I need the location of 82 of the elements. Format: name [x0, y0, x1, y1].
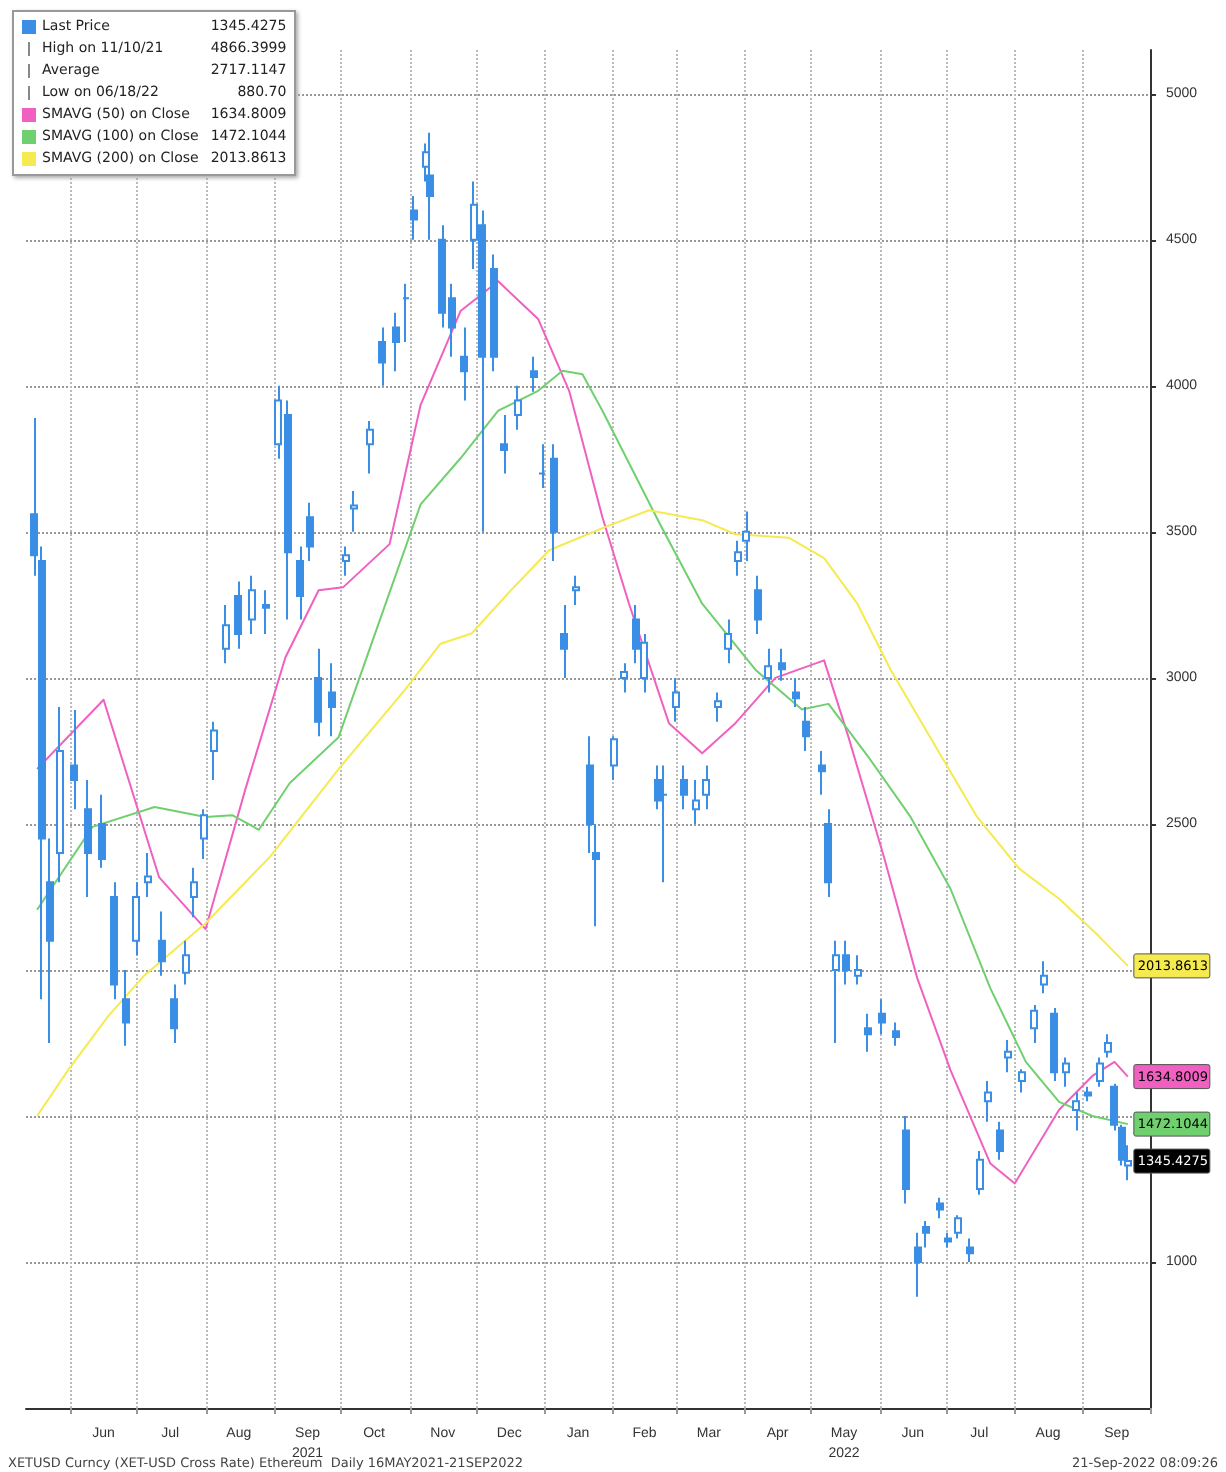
- candlestick: [792, 676, 800, 709]
- candlestick: [210, 720, 218, 782]
- candlestick: [170, 983, 178, 1044]
- candlestick: [500, 414, 508, 475]
- candlestick: [954, 1214, 962, 1240]
- candlestick: [538, 443, 546, 490]
- candlestick: [560, 603, 568, 679]
- candlestick: [158, 910, 166, 977]
- candlestick: [660, 764, 668, 884]
- candlestick: [98, 793, 106, 869]
- candlestick: [1004, 1039, 1012, 1074]
- candlestick: [350, 489, 358, 533]
- candlestick: [550, 443, 558, 563]
- candlestick: [190, 866, 198, 919]
- candlestick: [1096, 1056, 1104, 1088]
- candlestick: [778, 647, 786, 682]
- candlestick: [572, 574, 580, 606]
- candlestick: [892, 1021, 900, 1047]
- candlestick: [182, 939, 190, 986]
- candlestick: [144, 852, 152, 898]
- candlestick: [410, 195, 418, 241]
- candlestick: [234, 580, 242, 650]
- candlestick: [966, 1237, 974, 1263]
- candlestick: [122, 968, 130, 1047]
- candlestick: [620, 662, 628, 694]
- candlestick: [734, 539, 742, 577]
- candlestick: [200, 808, 208, 860]
- candlestick: [680, 764, 688, 811]
- candlestick: [366, 419, 374, 475]
- candlestick: [70, 709, 78, 811]
- candlestick: [824, 808, 832, 898]
- candlestick: [702, 764, 710, 811]
- candlestick: [110, 881, 118, 1001]
- candlestick: [976, 1150, 984, 1196]
- candlestick: [944, 1231, 952, 1249]
- candlestick: [902, 1114, 910, 1205]
- candlestick: [1050, 1006, 1058, 1082]
- line-series: [36, 369, 1129, 1126]
- candlestick: [132, 881, 140, 957]
- candlestick: [296, 545, 304, 621]
- candlestick: [724, 618, 732, 665]
- candlestick: [742, 510, 750, 563]
- candlestick: [672, 676, 680, 723]
- candlestick: [1030, 1003, 1038, 1044]
- candlestick: [262, 589, 270, 636]
- candlestick: [1072, 1091, 1080, 1132]
- candlestick: [248, 574, 256, 636]
- candlestick: [802, 706, 810, 752]
- candlestick: [996, 1120, 1004, 1161]
- candlestick: [1062, 1056, 1070, 1088]
- candlestick: [460, 326, 468, 402]
- candlestick: [764, 647, 772, 694]
- candlestick: [1040, 960, 1048, 995]
- candlestick: [56, 706, 64, 884]
- candlestick: [490, 253, 498, 373]
- candlestick: [426, 131, 434, 241]
- candlestick: [936, 1196, 944, 1220]
- candlestick: [610, 735, 618, 782]
- candlestick: [328, 662, 336, 738]
- candlestick: [222, 603, 230, 665]
- candlestick: [692, 779, 700, 825]
- candlestick: [306, 501, 314, 563]
- candlestick: [984, 1079, 992, 1123]
- candlestick: [378, 326, 386, 387]
- candlestick: [878, 998, 886, 1036]
- candlestick: [754, 574, 762, 636]
- candlestick: [342, 545, 350, 577]
- candlestick: [864, 1012, 872, 1053]
- candlestick: [1018, 1068, 1026, 1094]
- candlestick: [514, 384, 522, 431]
- candlestick: [530, 355, 538, 393]
- candlestick: [854, 954, 862, 986]
- candlestick: [392, 311, 400, 373]
- candlestick: [818, 749, 826, 796]
- candlestick: [84, 779, 92, 898]
- line-series: [36, 280, 1129, 1185]
- candlestick: [1104, 1033, 1112, 1059]
- candlestick: [1084, 1085, 1092, 1103]
- line-series: [36, 509, 1129, 1117]
- candlestick: [314, 647, 322, 738]
- candlestick: [714, 691, 722, 723]
- candlestick: [402, 282, 410, 344]
